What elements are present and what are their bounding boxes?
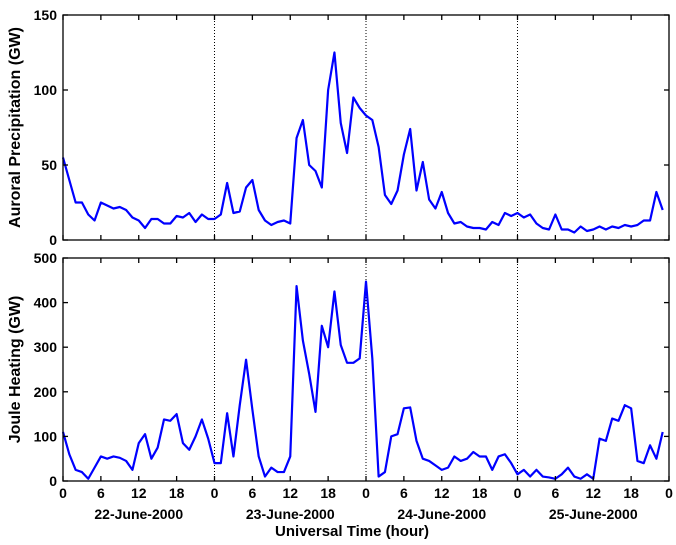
bottom-xtick-label-0: 0 xyxy=(59,485,67,501)
bottom-xtick-label-5: 6 xyxy=(248,485,256,501)
bottom-ytick-label-2: 200 xyxy=(34,384,58,400)
bottom-ylabel: Joule Heating (GW) xyxy=(7,296,24,444)
bottom-ytick-label-4: 400 xyxy=(34,295,58,311)
bottom-ytick-label-3: 300 xyxy=(34,339,58,355)
top-ylabel: Auroral Precipitation (GW) xyxy=(7,27,24,228)
bottom-xtick-label-4: 0 xyxy=(211,485,219,501)
bottom-xlabel: Universal Time (hour) xyxy=(275,523,429,540)
bottom-ytick-label-5: 500 xyxy=(34,250,58,266)
bottom-ytick-label-1: 100 xyxy=(34,428,58,444)
bottom-ytick-label-0: 0 xyxy=(49,473,57,489)
bottom-xtick-label-16: 0 xyxy=(665,485,673,501)
bottom-day-label-0: 22-June-2000 xyxy=(94,506,183,522)
top-ytick-label-2: 100 xyxy=(34,82,58,98)
bottom-day-label-1: 23-June-2000 xyxy=(246,506,335,522)
bottom-day-label-2: 24-June-2000 xyxy=(397,506,486,522)
bottom-xtick-label-14: 12 xyxy=(585,485,601,501)
bottom-day-label-3: 25-June-2000 xyxy=(549,506,638,522)
bottom-xtick-label-1: 6 xyxy=(97,485,105,501)
bottom-xtick-label-6: 12 xyxy=(282,485,298,501)
bottom-xtick-label-7: 18 xyxy=(320,485,336,501)
top-ytick-label-3: 150 xyxy=(34,7,58,23)
bottom-xtick-label-15: 18 xyxy=(623,485,639,501)
top-series-line xyxy=(61,51,664,234)
top-ytick-label-0: 0 xyxy=(49,232,57,248)
bottom-xtick-label-3: 18 xyxy=(169,485,185,501)
bottom-xtick-label-11: 18 xyxy=(472,485,488,501)
bottom-xtick-label-9: 6 xyxy=(400,485,408,501)
bottom-xtick-label-13: 6 xyxy=(551,485,559,501)
bottom-xtick-label-10: 12 xyxy=(434,485,450,501)
bottom-xtick-label-12: 0 xyxy=(514,485,522,501)
bottom-xtick-label-2: 12 xyxy=(131,485,147,501)
top-ytick-label-1: 50 xyxy=(41,157,57,173)
bottom-series-line xyxy=(61,280,664,480)
bottom-xtick-label-8: 0 xyxy=(362,485,370,501)
